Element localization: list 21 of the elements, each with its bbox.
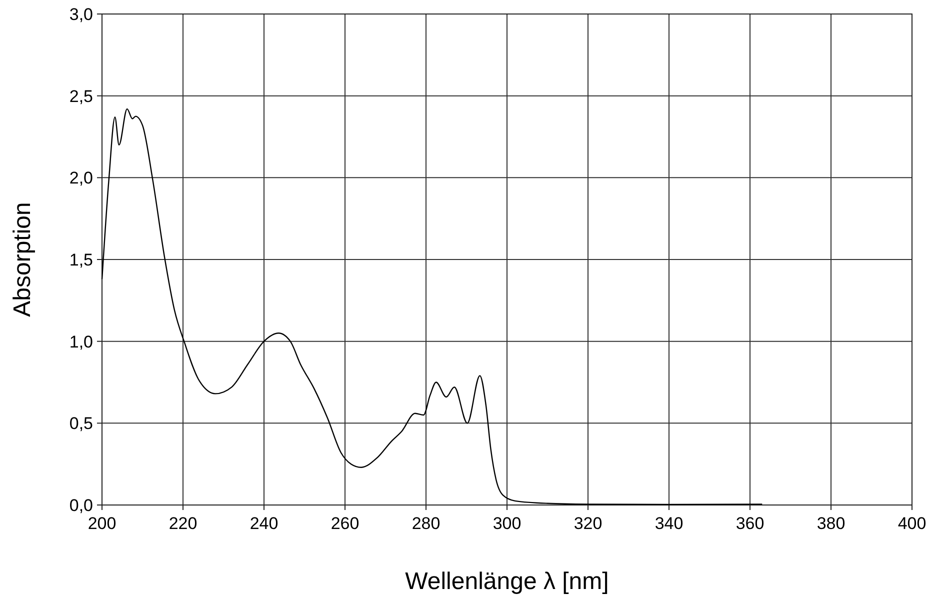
x-tick-label: 300 (492, 514, 522, 533)
x-tick-label: 320 (574, 514, 602, 533)
x-tick-label: 200 (88, 514, 116, 533)
x-tick-label: 340 (654, 514, 684, 533)
y-tick-label: 3,0 (69, 5, 93, 24)
x-tick-label: 240 (250, 514, 278, 533)
y-axis-title: Absorption (9, 202, 36, 317)
y-tick-label: 1,0 (69, 332, 93, 352)
y-tick-label: 0,5 (69, 414, 93, 434)
y-tick-label: 2,0 (69, 168, 93, 188)
y-tick-label: 2,5 (69, 86, 93, 106)
y-tick-label: 0,0 (69, 496, 93, 515)
x-tick-label: 380 (816, 514, 846, 533)
x-tick-label: 360 (736, 514, 764, 533)
x-tick-label: 400 (898, 514, 926, 533)
x-tick-label: 220 (168, 514, 198, 533)
y-tick-label: 1,5 (69, 250, 93, 270)
x-tick-label: 260 (330, 514, 360, 533)
line-series (101, 108, 763, 506)
x-axis-title: Wellenlänge λ [nm] (405, 568, 609, 595)
x-tick-label: 280 (412, 514, 440, 533)
